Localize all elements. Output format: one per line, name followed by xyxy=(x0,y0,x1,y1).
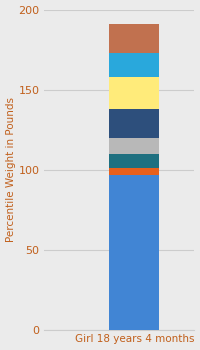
Bar xyxy=(109,154,159,168)
Bar xyxy=(109,175,159,330)
Bar xyxy=(109,24,159,53)
Bar xyxy=(109,138,159,154)
Bar xyxy=(109,109,159,138)
Bar xyxy=(109,168,159,175)
Y-axis label: Percentile Weight in Pounds: Percentile Weight in Pounds xyxy=(6,97,16,243)
Bar xyxy=(109,77,159,109)
Bar xyxy=(109,53,159,77)
